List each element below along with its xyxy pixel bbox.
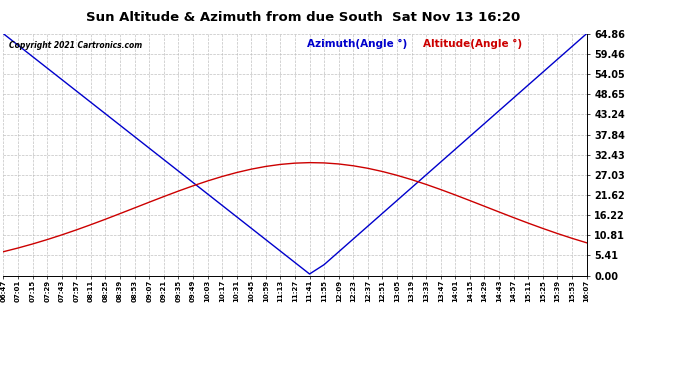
Text: Sun Altitude & Azimuth from due South  Sat Nov 13 16:20: Sun Altitude & Azimuth from due South Sa… bbox=[86, 11, 521, 24]
Text: Altitude(Angle °): Altitude(Angle °) bbox=[423, 39, 522, 49]
Text: Copyright 2021 Cartronics.com: Copyright 2021 Cartronics.com bbox=[9, 41, 143, 50]
Text: Azimuth(Angle °): Azimuth(Angle °) bbox=[306, 39, 407, 49]
